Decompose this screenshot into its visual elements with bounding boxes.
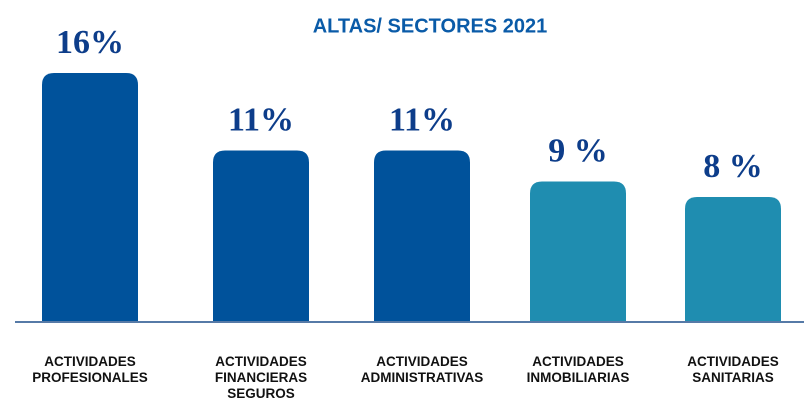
value-label: 11%	[228, 101, 294, 138]
bar	[374, 150, 470, 321]
value-label: 9 %	[548, 132, 608, 169]
x-tick-label: ACTIVIDADES ADMINISTRATIVAS	[360, 354, 484, 385]
value-label: 11%	[389, 101, 455, 138]
x-tick-label: ACTIVIDADES PROFESIONALES	[32, 354, 148, 385]
x-tick-label: ACTIVIDADES SANITARIAS	[687, 354, 779, 385]
bar	[213, 150, 309, 321]
chart-title: ALTAS/ SECTORES 2021	[313, 15, 548, 37]
bar	[42, 73, 138, 321]
value-label: 16%	[56, 24, 124, 61]
bar	[530, 181, 626, 321]
value-label: 8 %	[703, 148, 763, 185]
x-tick-label: ACTIVIDADES INMOBILIARIAS	[526, 354, 630, 385]
x-tick-label: ACTIVIDADES FINANCIERAS SEGUROS	[214, 354, 308, 401]
bar	[685, 197, 781, 321]
